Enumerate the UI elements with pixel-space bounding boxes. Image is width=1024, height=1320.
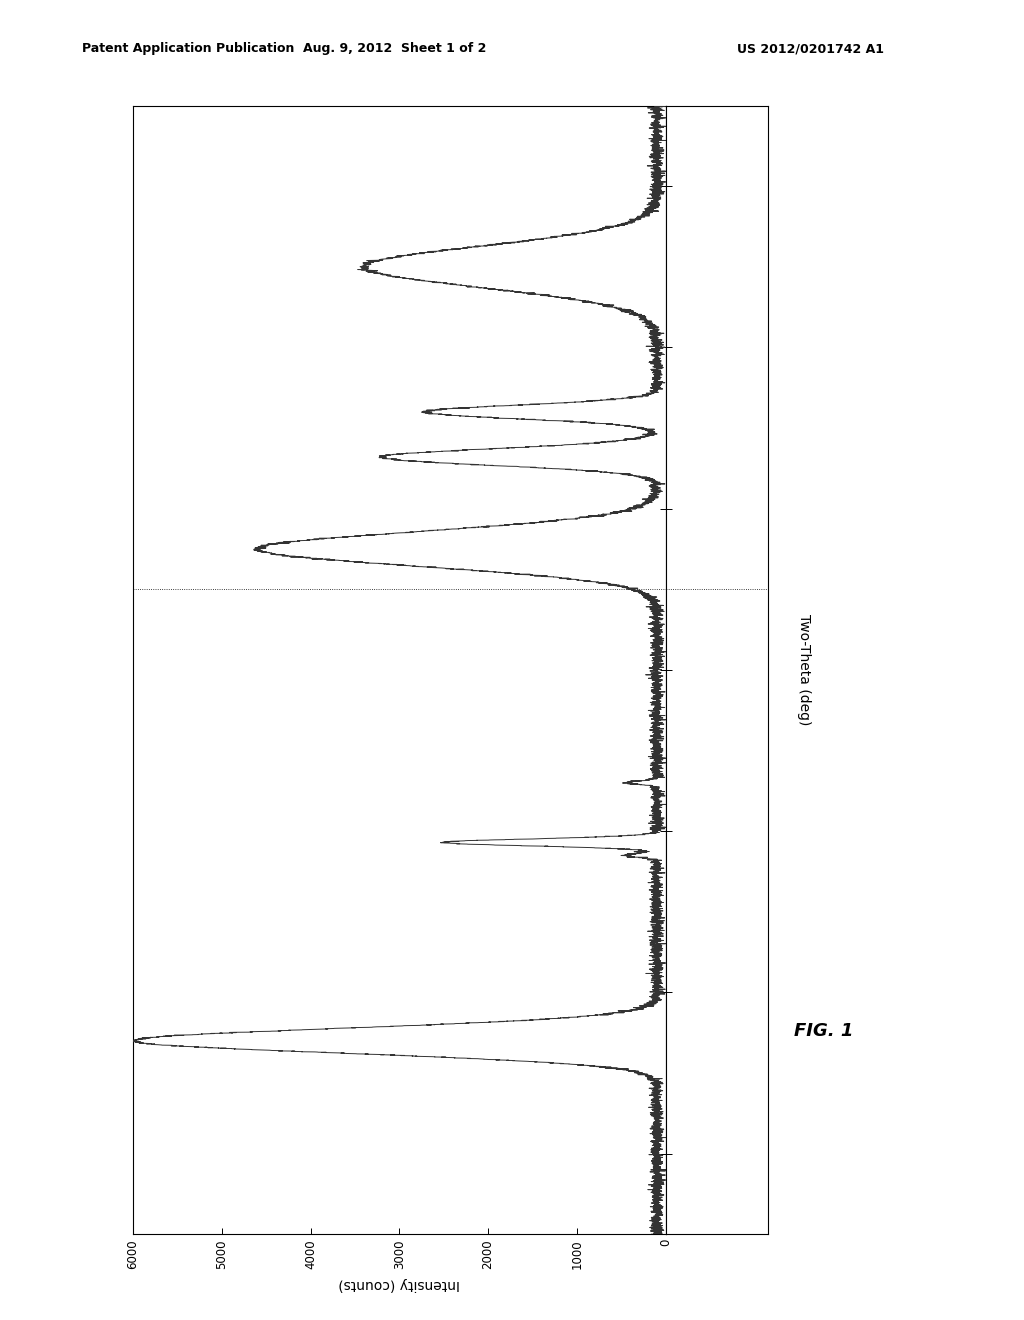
Text: Aug. 9, 2012  Sheet 1 of 2: Aug. 9, 2012 Sheet 1 of 2 xyxy=(302,42,486,55)
Text: US 2012/0201742 A1: US 2012/0201742 A1 xyxy=(737,42,885,55)
X-axis label: Intensity (counts): Intensity (counts) xyxy=(339,1276,460,1291)
Text: Two-Theta (deg): Two-Theta (deg) xyxy=(797,614,811,726)
Text: FIG. 1: FIG. 1 xyxy=(794,1022,853,1040)
Text: Patent Application Publication: Patent Application Publication xyxy=(82,42,294,55)
